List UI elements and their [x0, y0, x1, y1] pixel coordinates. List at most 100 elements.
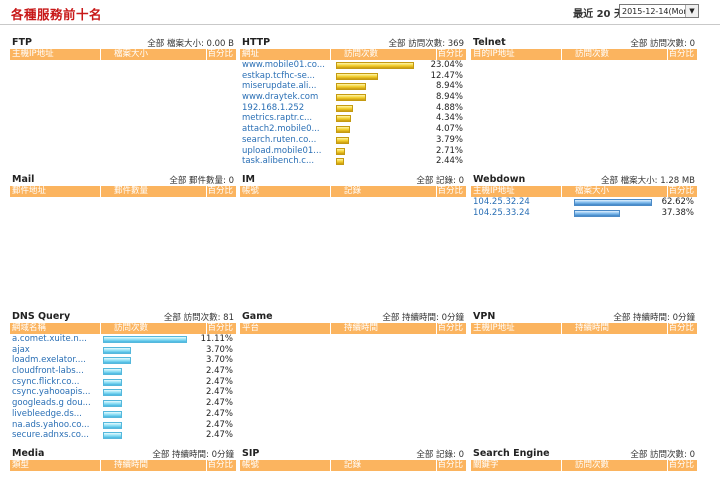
column-header-value[interactable]: 檔案大小 — [114, 49, 149, 59]
row-percent: 37.38% — [661, 207, 694, 218]
column-header-name[interactable]: 類型 — [12, 460, 30, 470]
row-link[interactable]: metrics.raptr.c... — [242, 113, 313, 124]
column-header-name[interactable]: 平台 — [242, 323, 260, 333]
row-link[interactable]: na.ads.yahoo.co... — [12, 419, 90, 430]
column-header-value[interactable]: 檔案大小 — [575, 186, 610, 196]
column-header-name[interactable]: 關鍵字 — [473, 460, 499, 470]
range-days: 20 — [596, 9, 611, 20]
column-header-percent[interactable]: 百分比 — [668, 323, 694, 333]
column-header-value[interactable]: 訪問次數 — [575, 460, 610, 470]
row-percent: 62.62% — [661, 197, 694, 207]
row-link[interactable]: 104.25.33.24 — [473, 207, 530, 218]
column-header-value[interactable]: 郵件數量 — [114, 186, 149, 196]
panel-summary: 全部 持續時間: 0分鐘 — [613, 313, 695, 323]
panel-header: DNS Query 全部 訪問次數: 81 — [10, 310, 236, 323]
column-header-percent[interactable]: 百分比 — [437, 460, 463, 470]
column-header-name[interactable]: 目的IP地址 — [473, 49, 515, 59]
row-percent: 2.47% — [205, 366, 233, 377]
panel-summary: 全部 持續時間: 0分鐘 — [382, 313, 464, 323]
column-header-name[interactable]: 帳號 — [242, 460, 260, 470]
column-header-name[interactable]: 郵件地址 — [12, 186, 47, 196]
row-link[interactable]: livebleedge.ds... — [12, 408, 82, 419]
panel-title: SIP — [242, 448, 260, 459]
row-percent: 2.47% — [205, 419, 233, 430]
table-row: search.ruten.co... 3.79% — [240, 135, 466, 146]
row-bar — [103, 357, 131, 365]
panel-search: Search Engine 全部 訪問次數: 0 關鍵字 訪問次數 百分比 — [471, 447, 697, 471]
column-header-name[interactable]: 網址 — [242, 49, 260, 59]
column-header-value[interactable]: 訪問次數 — [575, 49, 610, 59]
column-divider — [100, 460, 101, 471]
column-divider — [100, 186, 101, 197]
column-header-name[interactable]: 主機IP地址 — [473, 323, 515, 333]
column-header-value[interactable]: 持續時間 — [114, 460, 149, 470]
row-link[interactable]: miserupdate.ali... — [242, 81, 317, 92]
chevron-down-icon: ▼ — [685, 5, 698, 17]
column-header-percent[interactable]: 百分比 — [437, 49, 463, 59]
panel-header: Webdown 全部 檔案大小: 1.28 MB — [471, 173, 697, 186]
row-link[interactable]: secure.adnxs.co... — [12, 430, 89, 441]
column-divider — [667, 460, 668, 471]
row-bar — [103, 346, 131, 354]
column-header-value[interactable]: 持續時間 — [344, 323, 379, 333]
column-header-value[interactable]: 記錄 — [344, 186, 362, 196]
column-divider — [330, 323, 331, 334]
column-header-percent[interactable]: 百分比 — [437, 186, 463, 196]
row-bar — [336, 136, 349, 144]
column-header-value[interactable]: 持續時間 — [575, 323, 610, 333]
row-link[interactable]: search.ruten.co... — [242, 134, 317, 145]
column-header-name[interactable]: 網域名稱 — [12, 323, 47, 333]
row-link[interactable]: www.draytek.com — [242, 92, 319, 103]
row-bar — [336, 147, 345, 155]
panel-title: Mail — [12, 174, 35, 185]
row-link[interactable]: task.alibench.c... — [242, 156, 315, 167]
row-link[interactable]: cloudfront-labs... — [12, 366, 84, 377]
row-bar — [103, 389, 122, 397]
panel-webdown: Webdown 全部 檔案大小: 1.28 MB 主機IP地址 檔案大小 百分比 104.… — [471, 173, 697, 218]
panel-header: HTTP 全部 訪問次數: 369 — [240, 36, 466, 49]
column-header-percent[interactable]: 百分比 — [668, 460, 694, 470]
row-link[interactable]: csync.yahooapis... — [12, 387, 91, 398]
table-header: 平台 持續時間 百分比 — [240, 323, 466, 334]
column-divider — [436, 186, 437, 197]
column-header-name[interactable]: 主機IP地址 — [12, 49, 54, 59]
row-link[interactable]: upload.mobile01... — [242, 145, 322, 156]
column-header-value[interactable]: 訪問次數 — [114, 323, 149, 333]
row-link[interactable]: csync.flickr.co... — [12, 376, 80, 387]
column-header-percent[interactable]: 百分比 — [437, 323, 463, 333]
row-link[interactable]: estkap.tcfhc-se... — [242, 70, 315, 81]
row-percent: 8.94% — [435, 92, 463, 103]
row-link[interactable]: a.comet.xuite.n... — [12, 334, 87, 344]
column-header-percent[interactable]: 百分比 — [207, 186, 233, 196]
column-header-name[interactable]: 帳號 — [242, 186, 260, 196]
column-header-value[interactable]: 記錄 — [344, 460, 362, 470]
column-divider — [206, 186, 207, 197]
column-divider — [436, 49, 437, 60]
column-header-percent[interactable]: 百分比 — [668, 186, 694, 196]
column-header-percent[interactable]: 百分比 — [207, 460, 233, 470]
table-row: csync.yahooapis... 2.47% — [10, 387, 236, 398]
column-header-percent[interactable]: 百分比 — [668, 49, 694, 59]
row-link[interactable]: 104.25.32.24 — [473, 197, 530, 207]
column-header-name[interactable]: 主機IP地址 — [473, 186, 515, 196]
table-header: 主機IP地址 檔案大小 百分比 — [10, 49, 236, 60]
column-header-percent[interactable]: 百分比 — [207, 323, 233, 333]
row-link[interactable]: googleads.g dou... — [12, 398, 91, 409]
title-divider — [0, 24, 720, 25]
row-link[interactable]: loadm.exelator.... — [12, 355, 86, 366]
date-select[interactable]: 2015-12-14(Mon) ▼ — [619, 4, 699, 18]
row-link[interactable]: ajax — [12, 344, 30, 355]
row-percent: 4.34% — [435, 113, 463, 124]
row-link[interactable]: 192.168.1.252 — [242, 102, 305, 113]
row-link[interactable]: attach2.mobile0... — [242, 124, 320, 135]
column-header-value[interactable]: 訪問次數 — [344, 49, 379, 59]
row-percent: 2.47% — [205, 376, 233, 387]
row-link[interactable]: www.mobile01.co... — [242, 60, 325, 70]
panel-ftp: FTP 全部 檔案大小: 0.00 B 主機IP地址 檔案大小 百分比 — [10, 36, 236, 60]
column-header-percent[interactable]: 百分比 — [207, 49, 233, 59]
row-percent: 23.04% — [430, 60, 463, 70]
row-bar — [103, 400, 122, 408]
table-row: csync.flickr.co... 2.47% — [10, 377, 236, 388]
row-bar — [103, 378, 122, 386]
panel-header: Search Engine 全部 訪問次數: 0 — [471, 447, 697, 460]
